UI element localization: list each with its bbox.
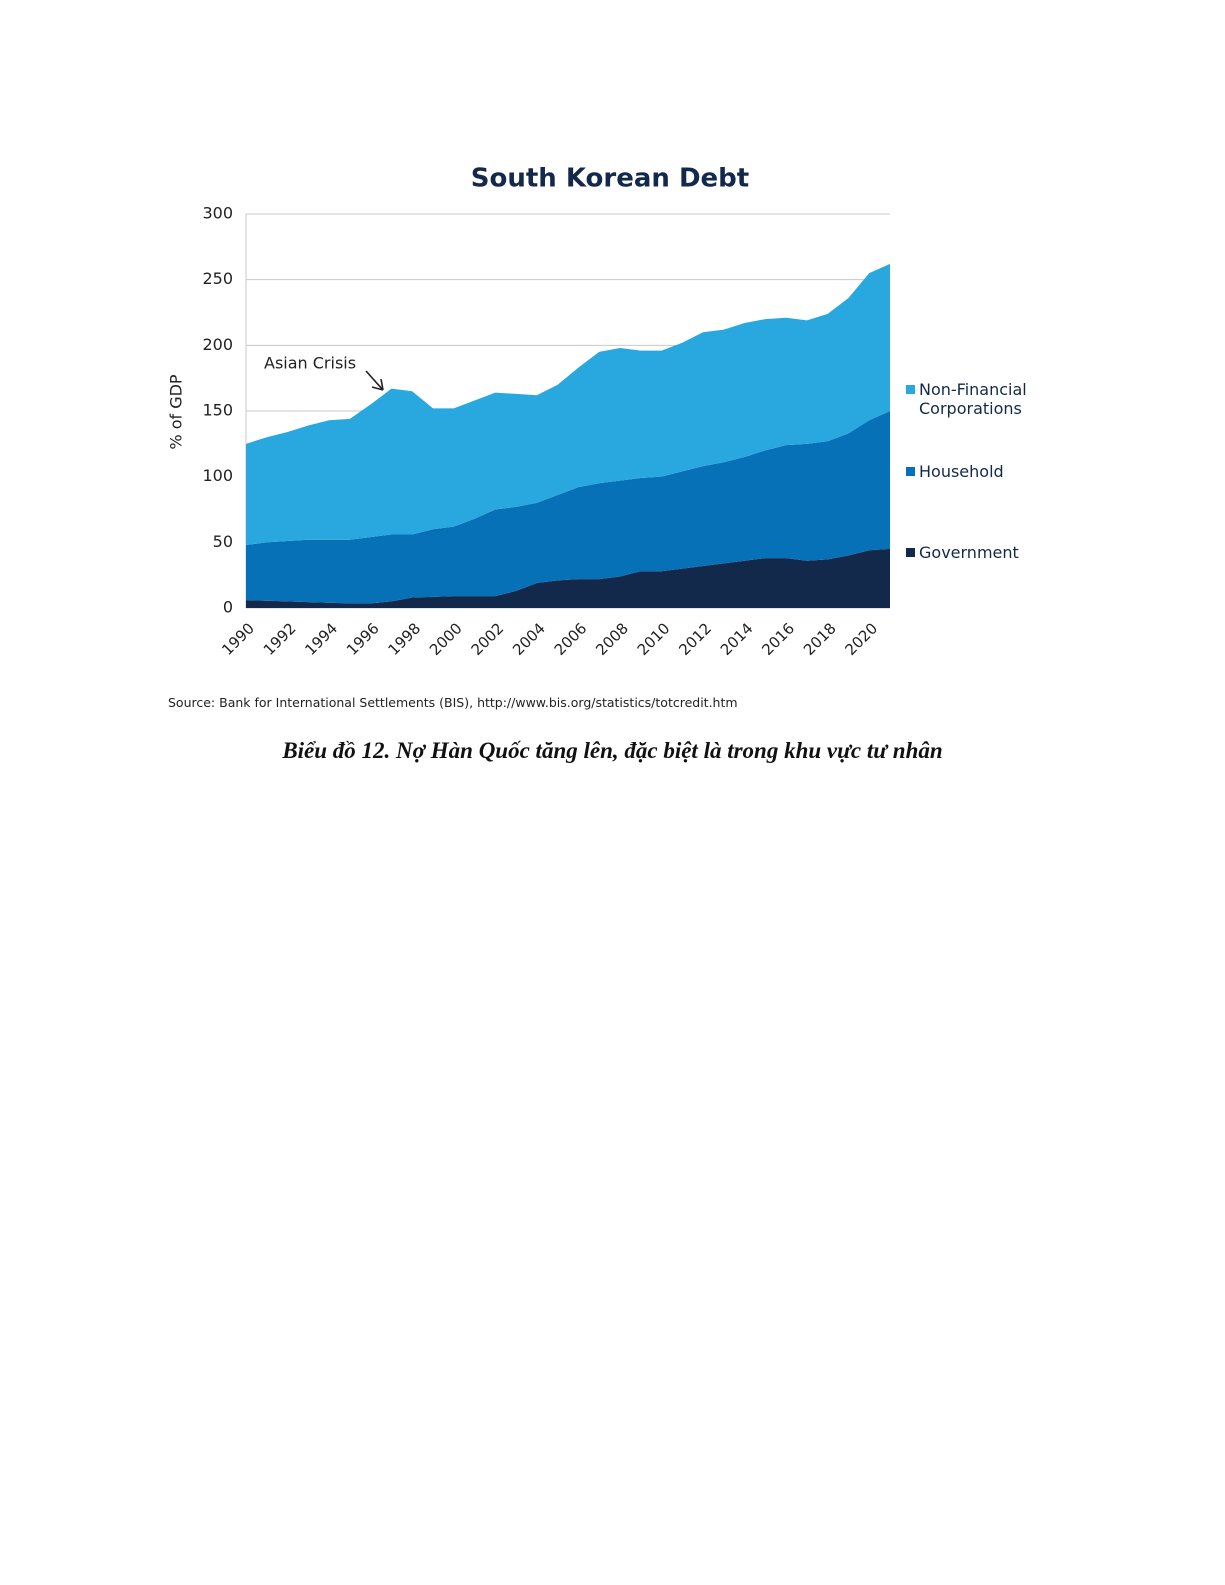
y-tick-label: 0 bbox=[223, 598, 233, 617]
chart: South Korean Debt % of GDP 0501001502002… bbox=[167, 164, 890, 659]
source: Source: Bank for International Settlemen… bbox=[168, 695, 738, 710]
area bbox=[246, 263, 890, 545]
area bbox=[246, 548, 890, 608]
legend-label: Non-Financial Corporations bbox=[919, 380, 1027, 418]
legend-swatch bbox=[906, 467, 915, 476]
y-tick-label: 50 bbox=[213, 532, 233, 551]
y-axis-label: % of GDP bbox=[167, 374, 186, 450]
x-tick-label: 2004 bbox=[509, 619, 549, 659]
x-tick-label: 2000 bbox=[426, 619, 466, 659]
area bbox=[246, 411, 890, 604]
legend-label: Household bbox=[919, 462, 1004, 481]
legend-item: Non-Financial Corporations bbox=[906, 380, 1056, 418]
y-tick-label: 300 bbox=[202, 204, 233, 223]
legend-swatch bbox=[906, 548, 915, 557]
y-tick-label: 100 bbox=[202, 466, 233, 485]
x-tick-label: 2010 bbox=[634, 619, 674, 659]
x-tick-label: 1996 bbox=[343, 619, 383, 659]
x-tick-label: 1992 bbox=[260, 619, 300, 659]
x-tick-label: 1990 bbox=[218, 619, 258, 659]
x-tick-label: 2012 bbox=[675, 619, 715, 659]
x-tick-label: 2018 bbox=[800, 619, 840, 659]
x-tick-label: 2006 bbox=[551, 619, 591, 659]
caption: Biểu đồ 12. Nợ Hàn Quốc tăng lên, đặc bi… bbox=[282, 738, 943, 763]
x-tick-label: 2002 bbox=[468, 619, 508, 659]
legend-label: Government bbox=[919, 543, 1019, 562]
x-tick-label: 2016 bbox=[758, 619, 798, 659]
legend-item: Government bbox=[906, 543, 1056, 562]
x-tick-label: 1998 bbox=[384, 619, 424, 659]
y-tick-label: 200 bbox=[202, 335, 233, 354]
annotation: Asian Crisis bbox=[264, 354, 356, 373]
legend-item: Household bbox=[906, 462, 1056, 481]
annotation-arrow bbox=[365, 370, 384, 391]
chart-title: South Korean Debt bbox=[471, 164, 749, 194]
legend-swatch bbox=[906, 385, 915, 394]
x-tick-label: 2008 bbox=[592, 619, 632, 659]
x-tick-label: 2020 bbox=[842, 619, 882, 659]
y-tick-label: 250 bbox=[202, 269, 233, 288]
x-tick-label: 2014 bbox=[717, 619, 757, 659]
x-tick-label: 1994 bbox=[301, 619, 341, 659]
y-tick-label: 150 bbox=[202, 401, 233, 420]
